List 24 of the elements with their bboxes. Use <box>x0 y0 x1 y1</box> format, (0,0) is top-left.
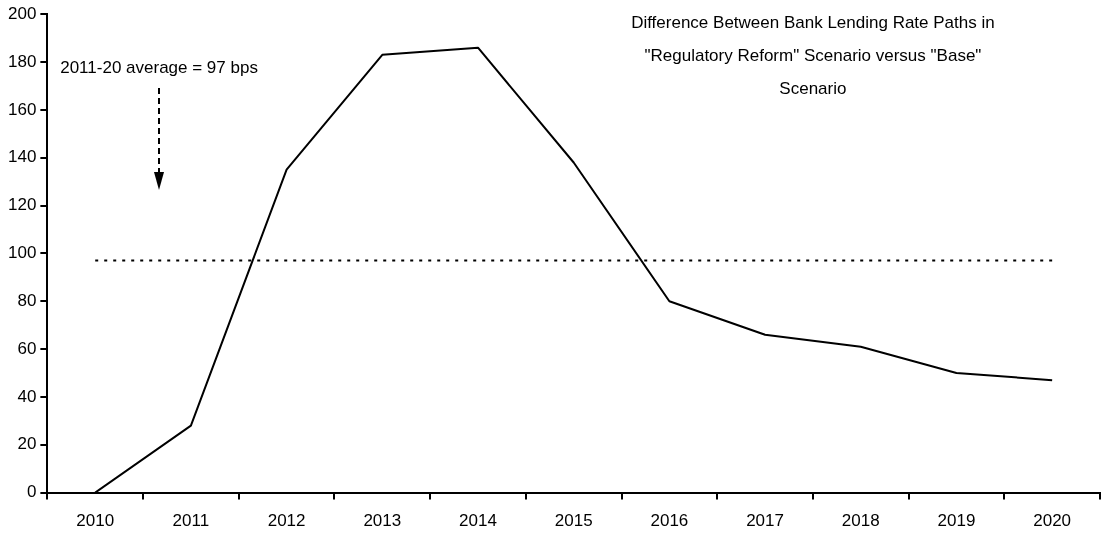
y-tick-label: 0 <box>26 482 37 502</box>
x-tick-label: 2010 <box>76 511 115 531</box>
x-tick-label: 2011 <box>172 511 210 531</box>
x-tick-label: 2019 <box>937 511 976 531</box>
x-tick-label: 2018 <box>841 511 880 531</box>
x-tick-label: 2012 <box>267 511 306 531</box>
x-tick-label: 2017 <box>746 511 784 531</box>
y-tick-label: 60 <box>17 338 37 358</box>
y-tick-label: 160 <box>7 99 37 119</box>
x-tick-label: 2014 <box>459 511 497 531</box>
y-tick-label: 180 <box>7 51 37 71</box>
x-tick-label: 2015 <box>554 511 593 531</box>
x-tick-label: 2013 <box>363 511 402 531</box>
text: Difference Between Bank Lending Rate Paths in "Regulatory Reform" Scenario versus "Base" Scenario <box>631 12 995 98</box>
y-tick-label: 20 <box>17 434 37 454</box>
x-tick-label: 2020 <box>1033 511 1072 531</box>
y-tick-label: 120 <box>7 195 37 215</box>
y-tick-label: 40 <box>17 386 37 406</box>
annotation: 2011-20 average = 97 bps <box>60 57 258 77</box>
y-tick-label: 140 <box>7 147 37 167</box>
y-tick-label: 80 <box>17 290 37 310</box>
y-tick-label: 200 <box>7 3 37 23</box>
y-tick-label: 100 <box>7 243 37 263</box>
x-tick-label: 2016 <box>650 511 689 531</box>
